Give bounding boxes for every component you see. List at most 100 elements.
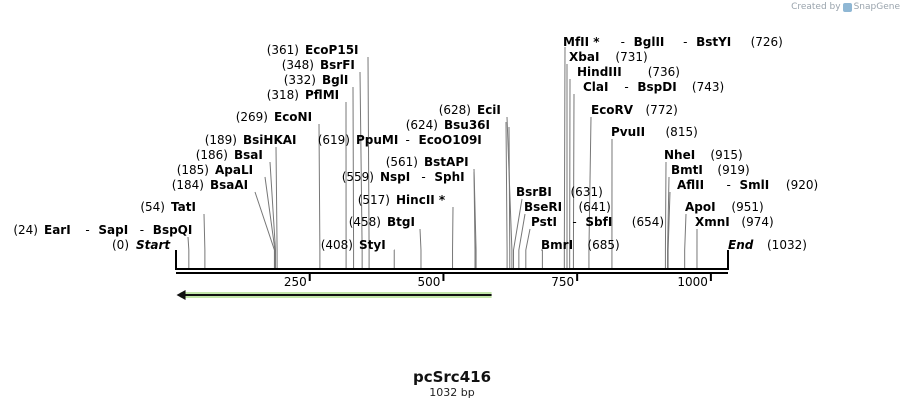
enzyme-name: BsaI — [234, 148, 263, 162]
site-label[interactable]: NheI (915) — [664, 148, 743, 162]
leader-line — [359, 71, 363, 268]
end-mark — [727, 250, 729, 270]
enzyme-name: PflMI — [305, 88, 339, 102]
enzyme-name: XmnI — [695, 215, 730, 229]
site-label[interactable]: BsrBI (631) — [516, 185, 603, 199]
enzyme-name: TatI — [171, 200, 196, 214]
site-label[interactable]: (24) EarI - SapI - BspQI — [13, 223, 192, 237]
leader-line — [352, 86, 355, 268]
name-separator: - — [572, 215, 576, 229]
leader-line — [367, 56, 370, 268]
leader-line — [563, 46, 566, 268]
enzyme-name: BsrBI — [516, 185, 552, 199]
site-label[interactable]: (332) BglI — [284, 73, 349, 87]
enzyme-name: BsiHKAI — [243, 133, 297, 147]
end-label: End — [728, 238, 754, 252]
site-label[interactable]: (189) BsiHKAI — [205, 133, 297, 147]
site-label[interactable]: (348) BsrFI — [282, 58, 355, 72]
site-position: (186) — [196, 148, 228, 162]
site-position: (318) — [267, 88, 299, 102]
site-label[interactable]: (54) TatI — [140, 200, 196, 214]
site-label[interactable]: (517) HincII * — [358, 193, 446, 207]
enzyme-name: EarI — [44, 223, 71, 237]
site-position: (559) — [342, 170, 374, 184]
site-label[interactable]: BmtI (919) — [671, 163, 750, 177]
site-label[interactable]: ClaI - BspDI (743) — [583, 80, 724, 94]
leader-line — [572, 93, 575, 268]
leader-line — [505, 121, 508, 268]
leader-line — [318, 123, 321, 268]
start-pos: (0) — [112, 238, 129, 252]
enzyme-name: BtgI — [387, 215, 415, 229]
site-label[interactable]: (619) PpuMI - EcoO109I — [318, 133, 482, 147]
site-label[interactable]: XbaI (731) — [569, 50, 648, 64]
enzyme-name: BspDI — [637, 80, 676, 94]
tick-label: 250 — [284, 275, 307, 289]
site-position: (24) — [13, 223, 38, 237]
leader-line — [269, 161, 276, 268]
name-separator: - — [621, 35, 625, 49]
leader-line — [506, 116, 513, 268]
enzyme-name: BglII — [634, 35, 665, 49]
site-position: (189) — [205, 133, 237, 147]
site-label[interactable]: (361) EcoP15I — [267, 43, 359, 57]
site-label[interactable]: (184) BsaAI — [172, 178, 248, 192]
enzyme-name: BspQI — [153, 223, 193, 237]
leader-line — [667, 191, 671, 268]
enzyme-name: NheI — [664, 148, 695, 162]
leader-line — [264, 176, 276, 268]
plasmid-name: pcSrc416 — [412, 368, 492, 386]
tick-mark — [442, 274, 445, 281]
enzyme-name: BmrI — [541, 238, 573, 252]
leader-line — [588, 116, 592, 268]
site-label[interactable]: MfII * - BglII - BstYI (726) — [563, 35, 783, 49]
site-position: (561) — [386, 155, 418, 169]
site-label[interactable]: (185) ApaLI — [177, 163, 253, 177]
credit-brand: SnapGene — [853, 2, 900, 12]
enzyme-name: Bsu36I — [444, 118, 490, 132]
site-label[interactable]: PvuII (815) — [611, 125, 698, 139]
site-label[interactable]: XmnI (974) — [695, 215, 774, 229]
enzyme-name: EcoP15I — [305, 43, 359, 57]
site-label[interactable]: (559) NspI - SphI — [342, 170, 465, 184]
site-label[interactable]: HindIII (736) — [577, 65, 680, 79]
site-position: (631) — [571, 185, 603, 199]
tick-label: 1000 — [677, 275, 708, 289]
site-label[interactable]: (628) EciI — [439, 103, 501, 117]
site-label[interactable]: EcoRV (772) — [591, 103, 678, 117]
tick-mark — [709, 274, 712, 281]
site-label[interactable]: BmrI (685) — [541, 238, 620, 252]
enzyme-name: BsrFI — [320, 58, 355, 72]
name-separator: - — [85, 223, 89, 237]
leader-line — [684, 213, 687, 268]
site-label[interactable]: (408) StyI — [321, 238, 386, 252]
enzyme-name: BmtI — [671, 163, 703, 177]
site-label[interactable]: ApoI (951) — [685, 200, 764, 214]
site-label[interactable]: (561) BstAPI — [386, 155, 469, 169]
feature-arrow-shaft[interactable] — [182, 294, 492, 296]
enzyme-name: ApoI — [685, 200, 716, 214]
end-pos: (1032) — [767, 238, 807, 252]
site-label[interactable]: (624) Bsu36I — [406, 118, 490, 132]
leader-line — [275, 146, 278, 268]
site-position: (815) — [666, 125, 698, 139]
site-position: (458) — [349, 215, 381, 229]
enzyme-name: EciI — [477, 103, 501, 117]
site-label[interactable]: (269) EcoNI — [236, 110, 312, 124]
enzyme-name: SapI — [98, 223, 128, 237]
name-separator: - — [624, 80, 628, 94]
enzyme-name: BseRI — [524, 200, 562, 214]
feature-arrow-head[interactable] — [176, 290, 186, 300]
enzyme-name: SmlI — [740, 178, 770, 192]
site-label[interactable]: PstI - SbfI (654) — [531, 215, 664, 229]
site-label[interactable]: (186) BsaI — [196, 148, 263, 162]
backbone-line-bottom — [176, 272, 728, 274]
leader-line — [187, 236, 190, 268]
tick-mark — [308, 274, 311, 281]
site-label[interactable]: (318) PflMI — [267, 88, 339, 102]
site-label[interactable]: (458) BtgI — [349, 215, 415, 229]
site-position: (726) — [751, 35, 783, 49]
site-label[interactable]: BseRI (641) — [524, 200, 611, 214]
site-label[interactable]: AflII - SmlI (920) — [677, 178, 818, 192]
enzyme-name: PpuMI — [356, 133, 398, 147]
